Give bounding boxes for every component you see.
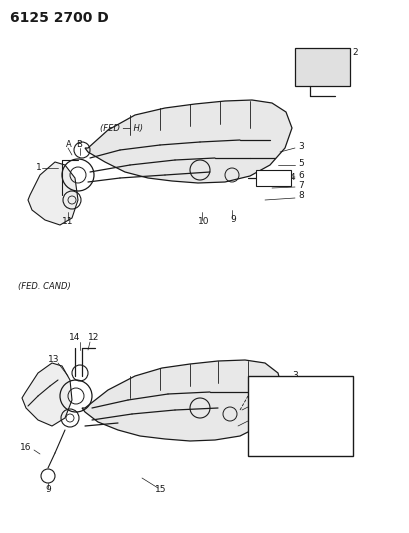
Bar — [247, 376, 352, 456]
Text: 15: 15 — [155, 486, 166, 495]
Text: 13: 13 — [48, 356, 59, 365]
Text: 14: 14 — [68, 334, 80, 343]
Polygon shape — [82, 360, 281, 441]
Text: 3: 3 — [297, 141, 303, 150]
Text: 7: 7 — [297, 181, 303, 190]
Text: 12: 12 — [88, 334, 99, 343]
Text: 9: 9 — [229, 215, 235, 224]
Text: (FED. CAND): (FED. CAND) — [18, 281, 71, 290]
Text: 4: 4 — [289, 174, 294, 182]
Text: 7: 7 — [249, 399, 255, 408]
Text: 2: 2 — [351, 47, 357, 56]
Text: (FED — H): (FED — H) — [100, 124, 143, 133]
Text: 16: 16 — [20, 443, 31, 453]
Text: 11: 11 — [62, 217, 73, 227]
Text: B: B — [76, 140, 82, 149]
FancyBboxPatch shape — [294, 48, 349, 86]
Text: 18: 18 — [261, 390, 272, 399]
Text: 19: 19 — [319, 390, 330, 399]
Polygon shape — [85, 100, 291, 183]
Text: 1: 1 — [36, 164, 42, 173]
Bar — [255, 170, 290, 186]
Text: 9: 9 — [45, 486, 51, 495]
Text: 3: 3 — [291, 372, 297, 381]
Polygon shape — [28, 162, 78, 225]
Text: 6: 6 — [297, 171, 303, 180]
Text: A: A — [66, 140, 72, 149]
Text: 6125 2700 D: 6125 2700 D — [10, 11, 108, 25]
Text: 8: 8 — [247, 414, 253, 423]
Text: 8: 8 — [297, 191, 303, 200]
Text: 17: 17 — [294, 441, 305, 450]
Polygon shape — [22, 363, 72, 426]
Text: 10: 10 — [198, 217, 209, 227]
Text: 5: 5 — [297, 158, 303, 167]
